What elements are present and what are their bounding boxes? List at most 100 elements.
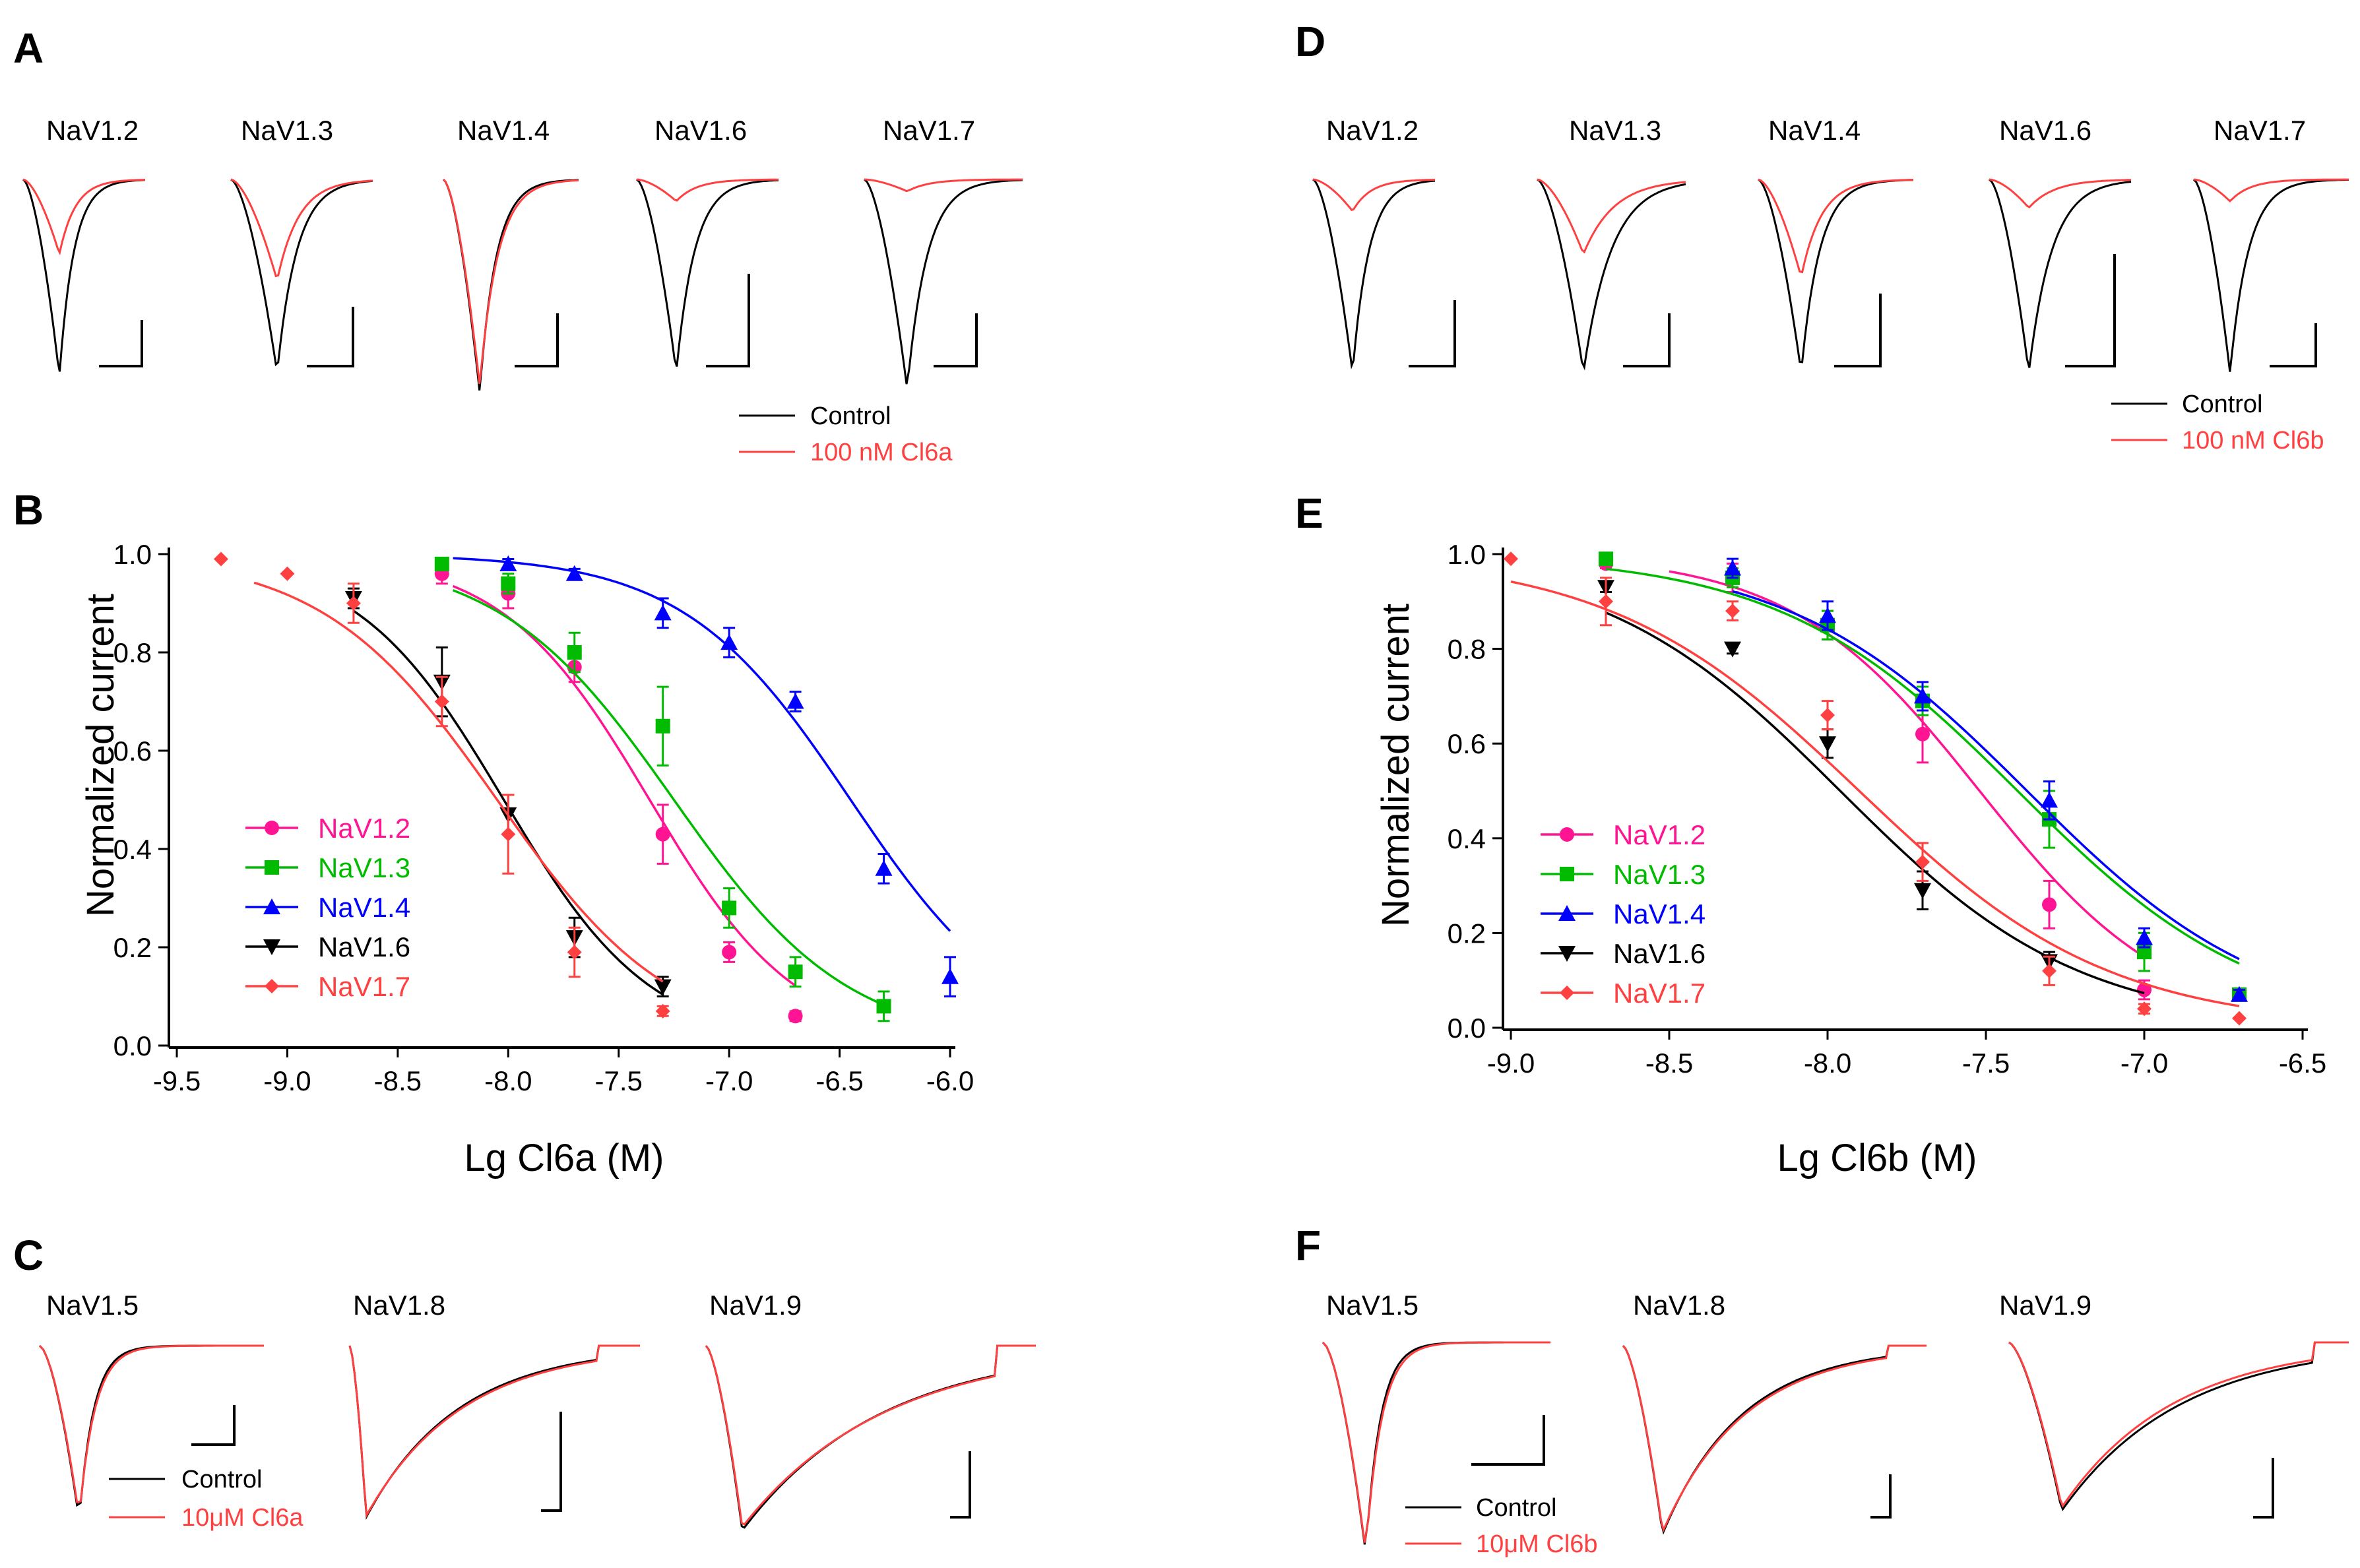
trace-label: NaV1.2 <box>1326 115 1419 146</box>
y-tick-label: 0.0 <box>1448 1013 1486 1044</box>
x-tick-label: -6.5 <box>2279 1048 2326 1079</box>
chart-b: Normalized current Lg Cl6a (M) -9.5 -9.0 -… <box>79 539 974 1179</box>
legend-text-control: Control <box>2182 391 2263 418</box>
toxin-trace <box>1537 178 1686 254</box>
data-point <box>786 693 804 709</box>
y-tick-label: 0.6 <box>1448 728 1486 759</box>
toxin-trace <box>864 178 1023 193</box>
control-trace <box>230 178 373 367</box>
data-point <box>876 999 891 1014</box>
series-nav13 <box>434 556 891 1022</box>
x-tick-label: -7.5 <box>595 1065 643 1096</box>
legend-marker <box>265 860 279 875</box>
data-point <box>567 645 582 660</box>
legend-entry: NaV1.3 <box>1541 859 1706 890</box>
toxin-trace <box>705 1344 1036 1526</box>
panel-f-legend: Control 10μM Cl6b <box>1405 1494 1598 1558</box>
panel-c-trace-labels: NaV1.5 NaV1.8 NaV1.9 <box>46 1290 802 1321</box>
data-point <box>720 634 738 650</box>
legend-text-control: Control <box>1476 1494 1557 1522</box>
legend-label: NaV1.4 <box>1613 898 1706 929</box>
trace-label: NaV1.8 <box>1633 1290 1725 1321</box>
scale-bar <box>2253 1458 2274 1519</box>
data-point <box>655 827 670 842</box>
legend-entry: NaV1.7 <box>245 971 410 1002</box>
toxin-trace <box>2008 1341 2349 1508</box>
data-point <box>1504 551 1518 567</box>
toxin-trace <box>1312 178 1436 211</box>
panel-f-trace-labels: NaV1.5 NaV1.8 NaV1.9 <box>1326 1290 2091 1321</box>
data-point <box>875 860 893 876</box>
x-tick-label: -9.0 <box>263 1065 311 1096</box>
data-point <box>2137 1001 2152 1017</box>
y-tick-label: 0.8 <box>113 637 152 668</box>
x-tick-label: -8.5 <box>374 1065 422 1096</box>
panel-a-trace-labels: NaV1.2 NaV1.3 NaV1.4 NaV1.6 NaV1.7 <box>46 115 975 146</box>
toxin-trace <box>22 178 146 256</box>
data-point <box>1724 559 1741 576</box>
data-point <box>2137 982 2152 997</box>
scale-bar <box>191 1405 236 1446</box>
data-point <box>434 694 449 709</box>
control-trace <box>2192 178 2349 372</box>
x-tick-label: -8.0 <box>1804 1048 1851 1079</box>
x-tick-label: -8.5 <box>1645 1048 1693 1079</box>
trace-label: NaV1.7 <box>2214 115 2306 146</box>
trace-label: NaV1.9 <box>1999 1290 2091 1321</box>
legend-text-toxin: 100 nM Cl6a <box>810 439 953 466</box>
trace-label: NaV1.5 <box>1326 1290 1419 1321</box>
fit-curve <box>453 557 951 932</box>
data-point <box>567 945 582 960</box>
data-point <box>499 555 517 571</box>
data-point <box>2231 986 2248 1002</box>
data-point <box>565 565 583 581</box>
data-point <box>501 576 516 591</box>
panel-a-traces <box>22 178 1023 391</box>
y-tick-label: 0.6 <box>113 736 152 767</box>
y-tick-label: 0.2 <box>113 932 152 963</box>
data-point <box>722 900 737 916</box>
legend-entry: NaV1.7 <box>1541 978 1706 1009</box>
series-nav17 <box>1504 551 2247 1026</box>
panel-d-legend: Control 100 nM Cl6b <box>2111 391 2324 455</box>
x-tick-label: -7.0 <box>705 1065 753 1096</box>
trace-label: NaV1.4 <box>1768 115 1861 146</box>
data-point <box>1725 604 1740 619</box>
panel-a-legend: Control 100 nM Cl6a <box>739 402 953 466</box>
control-trace <box>348 1344 640 1520</box>
panel-d-trace-labels: NaV1.2 NaV1.3 NaV1.4 NaV1.6 NaV1.7 <box>1326 115 2306 146</box>
fit-curve <box>1669 570 2145 958</box>
legend-label: NaV1.2 <box>1613 819 1706 850</box>
scale-bar <box>541 1412 562 1512</box>
y-tick-label: 0.8 <box>1448 634 1486 665</box>
legend-text-toxin: 100 nM Cl6b <box>2182 427 2324 455</box>
legend-label: NaV1.6 <box>318 931 410 962</box>
toxin-trace <box>230 178 373 278</box>
toxin-trace <box>1622 1344 1927 1533</box>
data-point <box>941 968 959 984</box>
data-point <box>501 827 516 842</box>
legend-entry: NaV1.6 <box>1541 938 1706 969</box>
data-point <box>1915 726 1930 741</box>
fit-curve <box>452 589 885 1006</box>
legend-marker <box>263 939 280 955</box>
legend-entry: NaV1.4 <box>245 892 410 923</box>
scale-bar <box>1870 1474 1892 1519</box>
x-tick-label: -6.0 <box>926 1065 974 1096</box>
scale-bar <box>1623 313 1671 367</box>
x-tick-label: -7.5 <box>1962 1048 2010 1079</box>
trace-label: NaV1.8 <box>353 1290 445 1321</box>
legend-text-control: Control <box>810 402 891 430</box>
control-trace <box>1537 178 1686 371</box>
data-point <box>1820 708 1835 723</box>
series-nav17 <box>213 551 670 1019</box>
legend-label: NaV1.7 <box>1613 978 1706 1009</box>
scale-bar <box>934 313 978 367</box>
data-point <box>2232 1011 2247 1026</box>
legend-marker <box>265 979 279 993</box>
x-tick-label: -7.0 <box>2121 1048 2168 1079</box>
data-point <box>2042 963 2057 978</box>
data-point <box>434 556 449 571</box>
legend-entry: NaV1.4 <box>1541 898 1706 929</box>
data-point <box>1599 551 1613 567</box>
